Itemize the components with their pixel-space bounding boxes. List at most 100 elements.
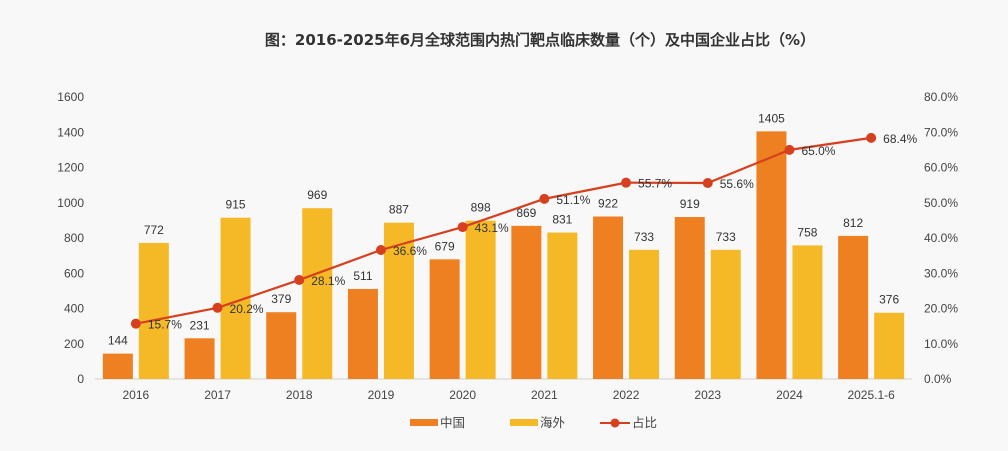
- bar-overseas: [710, 249, 741, 379]
- x-tick-label: 2020: [449, 388, 476, 402]
- bar-value-label: 733: [716, 230, 736, 244]
- ratio-value-label: 55.7%: [638, 177, 672, 191]
- ratio-point: [702, 178, 713, 189]
- ratio-value-label: 68.4%: [883, 132, 917, 146]
- right-tick-label: 50.0%: [924, 196, 958, 210]
- bar-value-label: 919: [680, 197, 700, 211]
- ratio-value-label: 36.6%: [393, 244, 427, 258]
- bar-overseas: [874, 312, 905, 379]
- bar-overseas: [629, 249, 660, 379]
- bar-value-label: 812: [843, 216, 863, 230]
- x-tick-label: 2016: [122, 388, 149, 402]
- legend-marker: [610, 418, 620, 428]
- bar-china: [102, 353, 133, 379]
- ratio-value-label: 51.1%: [556, 193, 590, 207]
- ratio-line-path: [135, 136, 872, 325]
- x-tick-label: 2017: [204, 388, 231, 402]
- bar-china: [593, 216, 624, 379]
- right-tick-label: 60.0%: [924, 161, 958, 175]
- ratio-point: [130, 318, 141, 329]
- bar-value-label: 922: [598, 196, 618, 210]
- legend-label: 海外: [540, 415, 566, 430]
- right-tick-label: 80.0%: [924, 90, 958, 104]
- bar-overseas: [792, 245, 823, 379]
- bar-value-label: 898: [471, 201, 491, 215]
- legend-swatch: [510, 419, 538, 426]
- bar-china: [347, 288, 378, 379]
- bar-value-label: 869: [516, 206, 536, 220]
- bar-china: [838, 235, 869, 379]
- bar-overseas: [547, 232, 578, 379]
- right-axis: 0.0% 10.0% 20.0% 30.0% 40.0% 50.0% 60.0% 70.0% 8…: [924, 90, 958, 386]
- chart-title: 图：2016-2025年6月全球范围内热门靶点临床数量（个）及中国企业占比（%）: [265, 31, 815, 49]
- right-tick-label: 20.0%: [924, 302, 958, 316]
- right-tick-label: 0.0%: [924, 372, 952, 386]
- right-tick-label: 10.0%: [924, 337, 958, 351]
- bar-value-label: 679: [435, 239, 455, 253]
- left-tick-label: 400: [64, 302, 84, 316]
- legend-swatch: [410, 419, 438, 426]
- left-tick-label: 1000: [57, 196, 84, 210]
- bar-value-label: 376: [879, 293, 899, 307]
- bar-value-label: 887: [389, 203, 409, 217]
- legend-label: 中国: [440, 415, 465, 430]
- bar-value-label: 511: [353, 269, 372, 283]
- ratio-value-label: 65.0%: [801, 144, 835, 158]
- left-tick-label: 1400: [57, 125, 84, 139]
- right-tick-label: 40.0%: [924, 231, 958, 245]
- ratio-point: [866, 132, 877, 143]
- bar-china: [184, 338, 215, 379]
- bar-china: [674, 217, 705, 379]
- x-tick-label: 2025.1-6: [847, 388, 895, 402]
- bar-overseas: [302, 208, 333, 379]
- ratio-point: [457, 222, 468, 233]
- ratio-value-label: 20.2%: [230, 302, 264, 316]
- right-tick-label: 70.0%: [924, 125, 958, 139]
- bar-china: [511, 225, 542, 379]
- legend-label: 占比: [632, 415, 657, 430]
- bar-value-label: 1405: [758, 111, 785, 125]
- left-tick-label: 200: [64, 337, 84, 351]
- bar-value-label: 915: [226, 198, 246, 212]
- bar-value-label: 379: [271, 292, 291, 306]
- left-tick-label: 600: [64, 266, 84, 280]
- ratio-point: [621, 177, 632, 188]
- left-tick-label: 1600: [57, 90, 84, 104]
- ratio-line: [130, 132, 877, 329]
- x-tick-label: 2023: [694, 388, 721, 402]
- bar-value-label: 758: [797, 225, 817, 239]
- bar-value-label: 231: [190, 318, 210, 332]
- ratio-point: [294, 274, 305, 285]
- bar-china: [756, 131, 787, 379]
- ratio-point: [784, 144, 795, 155]
- x-tick-label: 2022: [613, 388, 640, 402]
- bars: [102, 131, 905, 379]
- x-tick-label: 2019: [368, 388, 395, 402]
- x-axis: 2016 2017 2018 2019 2020 2021 2022 2023 2024 2025…: [122, 388, 895, 402]
- ratio-value-label: 15.7%: [148, 318, 182, 332]
- ratio-point: [539, 193, 550, 204]
- bar-china: [266, 312, 297, 379]
- bar-value-label: 772: [144, 223, 164, 237]
- bar-china: [429, 259, 460, 379]
- bar-value-label: 969: [307, 188, 327, 202]
- left-tick-label: 1200: [57, 161, 84, 175]
- left-tick-label: 0: [77, 372, 84, 386]
- ratio-value-label: 55.6%: [720, 177, 754, 191]
- ratio-point: [375, 244, 386, 255]
- bar-overseas: [138, 242, 169, 379]
- ratio-value-label: 43.1%: [475, 221, 509, 235]
- bar-overseas: [465, 220, 496, 379]
- data-labels: 144 231 379 511 679 869 922 919 1405 812 772 915 969…: [108, 111, 918, 347]
- x-tick-label: 2024: [776, 388, 803, 402]
- x-tick-label: 2021: [531, 388, 558, 402]
- bar-value-label: 733: [634, 230, 654, 244]
- ratio-value-label: 28.1%: [311, 274, 345, 288]
- right-tick-label: 30.0%: [924, 266, 958, 280]
- bar-value-label: 144: [108, 334, 128, 348]
- left-axis: 0 200 400 600 800 1000 1200 1400 1600: [57, 90, 84, 386]
- ratio-point: [212, 302, 223, 313]
- x-tick-label: 2018: [286, 388, 313, 402]
- left-tick-label: 800: [64, 231, 84, 245]
